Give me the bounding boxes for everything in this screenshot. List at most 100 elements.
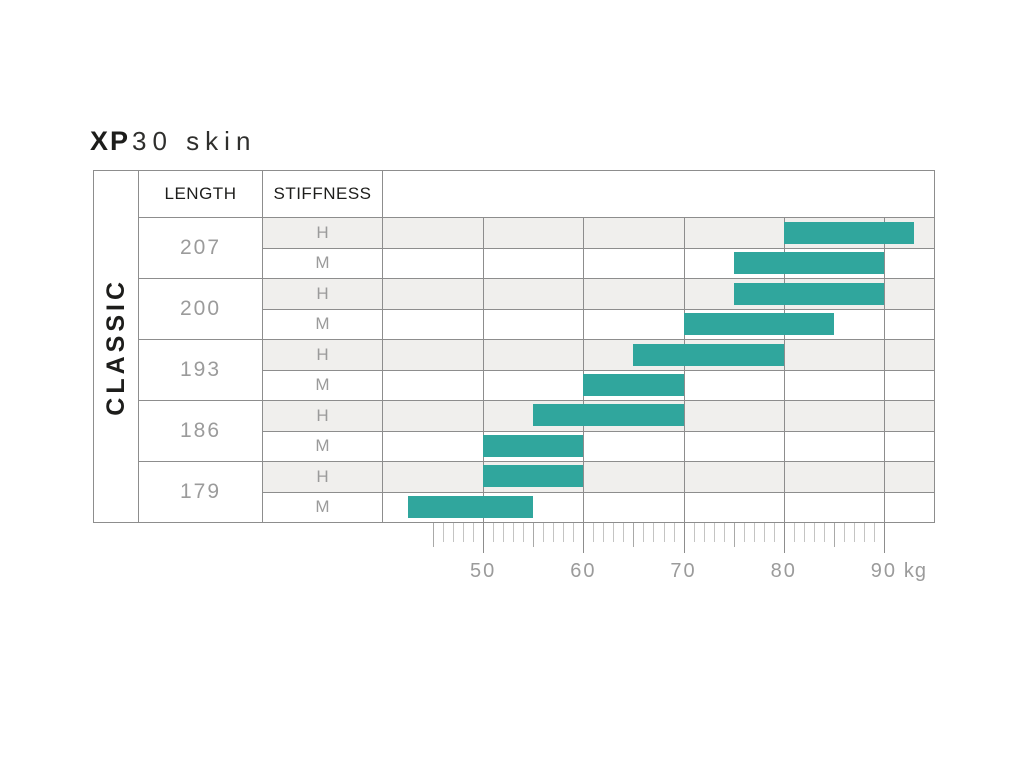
axis-tick: [683, 523, 685, 553]
weight-range-bar: [483, 465, 584, 488]
stiffness-cell: M: [315, 497, 330, 517]
axis-tick: [483, 523, 485, 553]
length-column: 207 200 193 186 179: [139, 218, 263, 522]
weight-range-bar: [733, 252, 884, 275]
axis-label: 80: [770, 560, 797, 582]
weight-range-bar: [733, 282, 884, 305]
axis-tick: [643, 523, 645, 542]
chart-header-spacer: [383, 171, 934, 217]
axis-tick: [703, 523, 705, 542]
axis-tick: [553, 523, 555, 542]
row-band: [383, 371, 934, 401]
length-cell: 193: [139, 340, 262, 401]
chart-title-brand: XP: [90, 126, 131, 156]
weight-range-chart: [383, 218, 934, 522]
axis-tick: [843, 523, 845, 542]
table-header-row: LENGTH STIFFNESS: [139, 171, 934, 218]
stiffness-cell: M: [263, 249, 382, 279]
axis-label: 60: [570, 560, 597, 582]
axis-tick: [513, 523, 515, 542]
row-band: [383, 462, 934, 493]
axis-tick: [673, 523, 675, 542]
axis-tick: [493, 523, 495, 542]
axis-tick: [723, 523, 725, 542]
axis-tick: [803, 523, 805, 542]
axis-tick: [563, 523, 565, 542]
axis-tick: [583, 523, 585, 553]
chart-title-model: 30 skin: [132, 126, 257, 156]
weight-range-bar: [633, 343, 784, 366]
axis-label: 90: [870, 560, 898, 582]
axis-tick: [453, 523, 455, 542]
axis-tick: [753, 523, 755, 542]
gridline: [783, 218, 785, 522]
axis-tick: [613, 523, 615, 542]
row-band: [383, 310, 934, 340]
weight-range-bar: [583, 374, 684, 396]
axis-tick: [773, 523, 775, 542]
gridline: [583, 218, 585, 522]
length-column-header: LENGTH: [139, 171, 263, 217]
stiffness-cell: M: [263, 371, 382, 401]
weight-axis: 50 60 70 80 90 kg: [383, 523, 934, 593]
length-cell: 179: [179, 480, 222, 503]
stiffness-cell: H: [263, 279, 382, 310]
axis-tick: [593, 523, 595, 542]
axis-tick: [823, 523, 825, 542]
axis-tick: [763, 523, 765, 542]
axis-tick: [653, 523, 655, 542]
weight-range-bar: [533, 404, 684, 427]
axis-tick: [533, 523, 535, 547]
weight-range-bar: [683, 313, 834, 336]
axis-tick: [863, 523, 865, 542]
axis-tick: [733, 523, 735, 547]
axis-tick: [743, 523, 745, 542]
axis-tick: [463, 523, 465, 542]
stiffness-cell: H: [263, 462, 382, 493]
gridline: [483, 218, 485, 522]
axis-tick: [813, 523, 815, 542]
weight-range-bar: [483, 434, 584, 457]
stiffness-cell: M: [263, 310, 382, 340]
stiffness-cell: H: [263, 401, 382, 432]
axis-tick: [503, 523, 505, 542]
axis-label: 50: [470, 560, 497, 582]
axis-label: 70: [670, 560, 697, 582]
stiffness-cell: H: [263, 218, 382, 249]
axis-tick: [783, 523, 785, 553]
length-cell: 207: [139, 218, 262, 279]
axis-tick: [433, 523, 435, 547]
axis-unit-label: kg: [903, 560, 928, 582]
length-cell: 186: [139, 401, 262, 462]
gridline: [683, 218, 685, 522]
category-label: CLASSIC: [101, 277, 130, 416]
axis-tick: [793, 523, 795, 542]
axis-tick: [523, 523, 525, 542]
row-band: [383, 432, 934, 462]
stiffness-column-header: STIFFNESS: [263, 171, 383, 217]
stiffness-cell: H: [263, 340, 382, 371]
axis-tick: [883, 523, 885, 553]
size-chart-table: CLASSIC LENGTH STIFFNESS 207 200 193 186 179…: [93, 170, 935, 523]
axis-tick: [713, 523, 715, 542]
axis-tick: [443, 523, 445, 542]
axis-tick: [693, 523, 695, 542]
gridline: [883, 218, 885, 522]
axis-tick: [543, 523, 545, 542]
axis-tick: [833, 523, 835, 547]
row-band: [383, 249, 934, 279]
axis-tick: [623, 523, 625, 542]
axis-tick: [573, 523, 575, 542]
axis-tick: [873, 523, 875, 542]
weight-range-bar: [408, 495, 534, 518]
axis-tick: [603, 523, 605, 542]
chart-title: XP30 skin: [90, 126, 256, 157]
axis-tick: [853, 523, 855, 542]
length-cell: 200: [139, 279, 262, 340]
category-column: CLASSIC: [94, 171, 139, 522]
axis-tick: [633, 523, 635, 547]
axis-tick: [473, 523, 475, 542]
axis-tick: [663, 523, 665, 542]
